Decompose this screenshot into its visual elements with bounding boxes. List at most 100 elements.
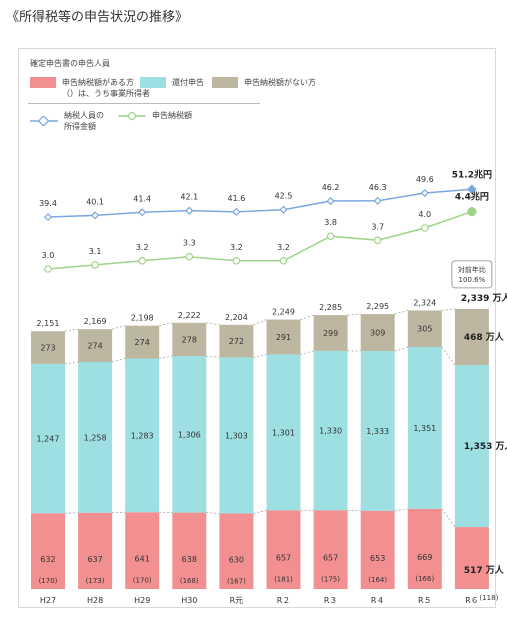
sub-value-label-8: (164)	[368, 576, 387, 584]
bar-segment-3-4	[172, 322, 207, 357]
line-label-2-8: 3.7	[371, 222, 384, 231]
line-label-1-5: 41.6	[227, 194, 245, 203]
line-last-label-1: 51.2兆円	[452, 168, 492, 180]
line-label-2-5: 3.2	[230, 243, 243, 252]
bar-segment-2-10	[454, 364, 489, 528]
callout-line-2: 100.6%	[459, 276, 486, 284]
legend-divider	[28, 103, 260, 104]
value-label-3-2: 274	[87, 342, 102, 351]
connector-3-7	[347, 313, 361, 316]
total-label-5: 2,204	[225, 313, 248, 322]
connector-2-9	[441, 346, 456, 366]
connector-3-9	[441, 308, 455, 311]
total-label-6: 2,249	[272, 308, 295, 317]
bar-segment-1-3	[125, 512, 160, 589]
line-point-2-6	[279, 256, 288, 265]
category-label-7: R３	[324, 596, 338, 605]
line-point-1-1	[43, 212, 53, 222]
category-label-10: R６	[465, 596, 479, 605]
connector-2-3	[159, 355, 173, 359]
value-label-3-4: 278	[182, 335, 197, 344]
connector-1-5	[253, 509, 267, 514]
sub-value-label-2: (173)	[86, 577, 105, 585]
legend-line-income-label: 納税人員の 所得金額	[64, 111, 104, 131]
value-label-1-4: 638	[182, 555, 197, 564]
value-label-3-5: 272	[229, 337, 244, 346]
bar-segment-1-7	[313, 510, 348, 589]
connector-3-2	[112, 325, 126, 330]
callout-line-1: 対前年比	[458, 265, 486, 274]
legend-marker-income	[30, 116, 58, 126]
connector-1-8	[394, 508, 408, 512]
latest-label-middle: 1,353 万人	[464, 440, 507, 452]
value-label-2-4: 1,306	[178, 430, 201, 439]
bar-segment-2-2	[78, 361, 113, 513]
bar-segment-1-5	[219, 513, 254, 589]
line-point-2-3	[138, 256, 147, 265]
total-label-4: 2,222	[178, 311, 201, 320]
bar-segment-3-6	[266, 319, 301, 355]
value-label-3-3: 274	[135, 338, 150, 347]
line-point-2-2	[91, 261, 99, 269]
value-label-3-6: 291	[276, 333, 291, 342]
value-label-2-9: 1,351	[413, 424, 436, 433]
value-label-2-2: 1,258	[84, 433, 107, 442]
value-label-1-2: 637	[87, 555, 102, 564]
bar-segment-2-7	[313, 350, 348, 511]
total-label-8: 2,295	[366, 302, 389, 311]
connector-3-8	[394, 310, 408, 315]
legend-marker-tax	[118, 111, 146, 120]
category-label-6: R２	[277, 596, 291, 605]
connector-2-2	[112, 358, 126, 363]
line-label-1-4: 42.1	[180, 193, 198, 202]
bar-segment-1-9	[407, 508, 442, 589]
line-label-1-2: 40.1	[86, 197, 104, 206]
line-label-1-8: 46.3	[369, 183, 387, 192]
line-label-1-7: 46.2	[322, 183, 340, 192]
value-label-2-1: 1,247	[37, 435, 60, 444]
chart-title: 《所得税等の申告状況の推移》	[6, 10, 189, 25]
category-label-2: H28	[87, 596, 103, 605]
value-label-3-1: 273	[40, 344, 55, 353]
line-point-2-5	[232, 256, 241, 265]
value-label-2-7: 1,330	[319, 427, 342, 436]
value-label-1-6: 657	[276, 554, 291, 563]
legend-header: 確定申告書の申告人員	[30, 59, 110, 68]
value-label-1-5: 630	[229, 555, 244, 564]
line-point-1-10	[467, 184, 477, 195]
line-last-label-2: 4.4兆円	[455, 191, 489, 203]
line-point-1-2	[91, 211, 100, 220]
sub-value-label-10: (118)	[479, 594, 498, 602]
value-label-1-7: 657	[323, 554, 338, 563]
line-point-2-9	[420, 224, 429, 232]
connector-1-1	[64, 512, 79, 514]
line-series-1	[47, 188, 472, 218]
legend-label-taxpayers: 申告納税額がある方 （）は、うち事業所得者	[62, 78, 150, 98]
connector-3-3	[159, 322, 173, 327]
line-label-2-1: 3.0	[42, 251, 55, 260]
line-point-2-4	[185, 252, 194, 261]
legend-swatch-taxpayers	[30, 77, 56, 88]
category-label-4: H30	[181, 596, 197, 605]
sub-value-label-7: (175)	[321, 576, 340, 584]
line-label-2-6: 3.2	[277, 243, 290, 252]
line-label-2-3: 3.2	[136, 243, 149, 252]
total-label-3: 2,198	[131, 314, 154, 323]
bar-segment-2-3	[125, 358, 160, 513]
connector-3-4	[206, 322, 220, 326]
sub-value-label-6: (181)	[274, 576, 293, 584]
value-label-3-9: 305	[417, 325, 432, 334]
value-label-2-5: 1,303	[225, 431, 248, 440]
line-point-1-9	[420, 188, 429, 198]
value-label-2-6: 1,301	[272, 428, 295, 437]
latest-label-bottom: 517 万人	[464, 564, 505, 576]
line-point-2-1	[44, 265, 52, 273]
value-label-2-8: 1,333	[366, 427, 389, 436]
line-point-2-10	[467, 207, 477, 217]
connector-1-9	[441, 508, 456, 528]
sub-value-label-1: (170)	[39, 577, 58, 585]
line-point-2-7	[326, 232, 335, 241]
legend-swatch-no-tax	[212, 77, 238, 88]
bar-segment-2-8	[360, 351, 395, 511]
